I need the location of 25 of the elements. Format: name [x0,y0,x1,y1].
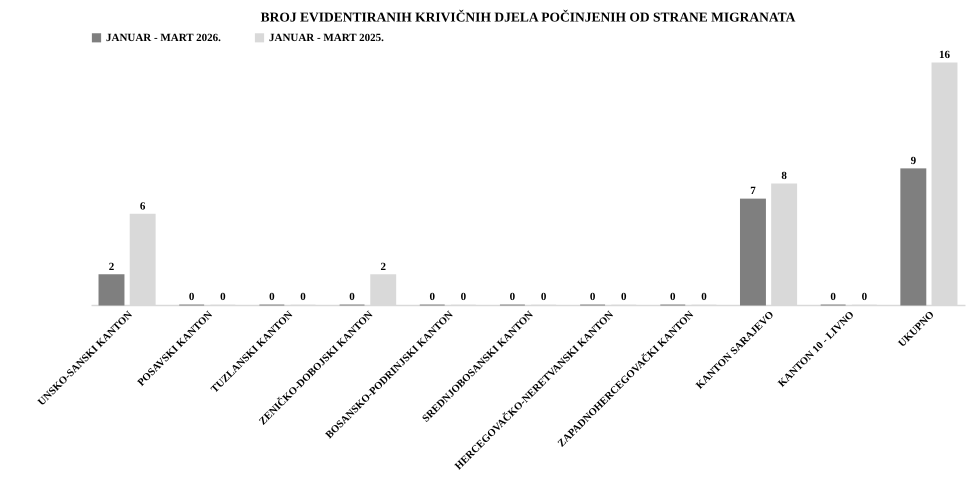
data-label: 0 [590,291,596,303]
data-label: 0 [220,291,226,303]
data-label: 0 [349,291,356,303]
data-label: 0 [300,291,306,303]
data-label: 0 [701,291,708,303]
data-label: 0 [188,291,195,303]
data-label: 0 [862,291,868,303]
data-label: 7 [750,185,756,198]
chart-title: BROJ EVIDENTIRANIH KRIVIČNIH DJELA POČINJENIH OD STRANE MIGRANATA [260,10,796,24]
data-label: 0 [460,291,467,303]
data-label: 0 [670,291,676,303]
legend-label: JANUAR - MART 2026. [106,32,222,44]
data-label: 0 [269,291,276,303]
data-label: 0 [510,291,516,303]
data-label: 16 [939,49,951,61]
data-label: 6 [140,200,146,212]
data-label: 8 [781,170,788,182]
data-label: 2 [108,260,115,273]
data-label: 0 [429,291,436,303]
legend-label: JANUAR - MART 2025. [269,32,384,44]
data-label: 2 [380,260,386,273]
data-label: 0 [540,291,547,303]
data-label: 0 [621,291,628,303]
data-label: 9 [910,154,917,167]
data-label: 0 [830,291,836,303]
